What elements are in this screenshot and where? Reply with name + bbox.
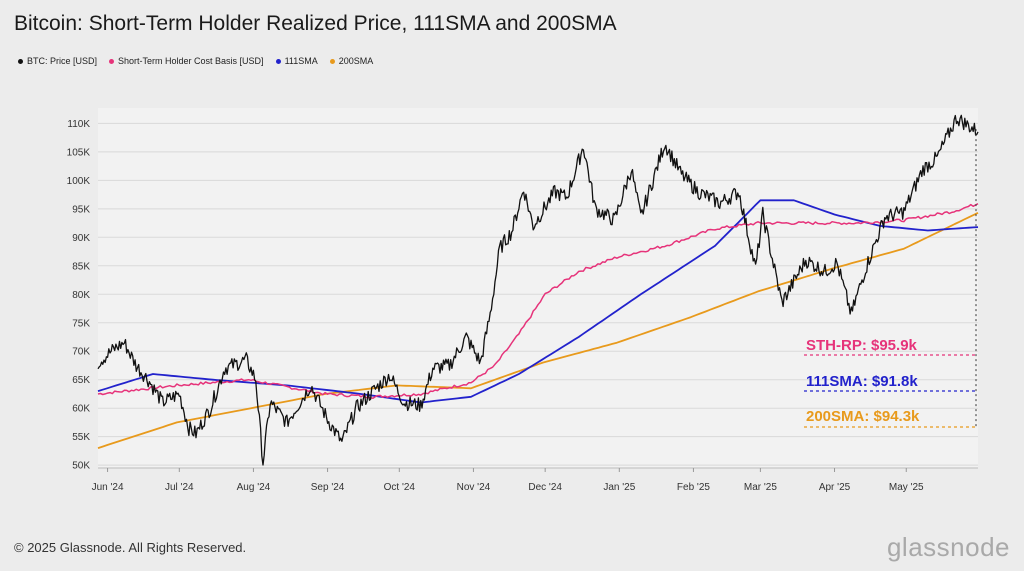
sth-cost-basis-line[interactable]: [97, 203, 979, 399]
y-tick-label: 55K: [72, 432, 90, 443]
price-line[interactable]: [97, 114, 979, 466]
y-tick-label: 95K: [72, 204, 90, 215]
x-tick-label: May '25: [889, 482, 924, 493]
annotation-200sma: 200SMA: $94.3k: [806, 408, 920, 425]
brand-logo: glassnode: [886, 532, 1010, 562]
y-tick-label: 85K: [72, 261, 90, 272]
y-tick-label: 65K: [72, 375, 90, 386]
copyright-footer: © 2025 Glassnode. All Rights Reserved.: [14, 540, 247, 555]
legend-label-sth: Short-Term Holder Cost Basis [USD]: [118, 56, 264, 66]
y-tick-label: 80K: [72, 290, 90, 301]
legend-dot-sth: [109, 58, 115, 64]
legend-dot-200sma: [329, 58, 335, 64]
legend-label-200sma: 200SMA: [338, 56, 374, 66]
legend-dot-111sma: [275, 58, 281, 64]
y-tick-label: 75K: [72, 318, 90, 329]
legend-label-price: BTC: Price [USD]: [27, 56, 98, 66]
x-tick-label: Oct '24: [384, 482, 416, 493]
y-tick-label: 90K: [72, 233, 90, 244]
y-tick-label: 60K: [72, 404, 90, 415]
x-tick-label: Apr '25: [819, 482, 851, 493]
annotation-111sma: 111SMA: $91.8k: [806, 373, 918, 390]
legend-item-111sma[interactable]: 111SMA: [275, 56, 318, 66]
y-tick-label: 50K: [72, 461, 90, 472]
legend-dot-price: [18, 58, 23, 64]
x-tick-label: Dec '24: [528, 482, 562, 493]
y-tick-label: 105K: [67, 147, 91, 158]
x-tick-label: Mar '25: [744, 482, 777, 493]
sma200-line[interactable]: [97, 211, 979, 449]
legend-item-sth[interactable]: Short-Term Holder Cost Basis [USD]: [109, 56, 264, 66]
y-tick-label: 100K: [67, 176, 91, 187]
x-tick-label: Sep '24: [311, 482, 345, 493]
annotation-sth-rp: STH-RP: $95.9k: [806, 337, 917, 354]
x-tick-label: Jul '24: [165, 482, 194, 493]
legend-label-111sma: 111SMA: [284, 56, 318, 66]
legend: BTC: Price [USD] Short-Term Holder Cost …: [18, 56, 373, 66]
legend-item-200sma[interactable]: 200SMA: [329, 56, 374, 66]
sma111-line[interactable]: [97, 199, 979, 404]
x-tick-label: Nov '24: [457, 482, 491, 493]
x-tick-label: Aug '24: [237, 482, 271, 493]
y-tick-label: 70K: [72, 347, 90, 358]
chart-title: Bitcoin: Short-Term Holder Realized Pric…: [14, 12, 617, 35]
x-tick-label: Feb '25: [677, 482, 710, 493]
x-tick-label: Jan '25: [603, 482, 635, 493]
x-tick-label: Jun '24: [92, 482, 124, 493]
legend-item-price[interactable]: BTC: Price [USD]: [18, 56, 97, 66]
y-tick-label: 110K: [67, 119, 90, 130]
